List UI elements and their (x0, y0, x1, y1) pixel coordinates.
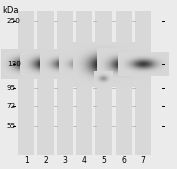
Bar (76, 11, 92, 155)
Bar (95, 11, 112, 155)
Text: 72: 72 (7, 103, 16, 109)
Bar (116, 11, 132, 155)
Text: 130: 130 (7, 61, 21, 67)
Text: 3: 3 (62, 156, 67, 165)
Text: 95: 95 (7, 85, 16, 91)
Bar (37, 11, 54, 155)
Text: 1: 1 (24, 156, 28, 165)
Text: 55: 55 (7, 123, 16, 129)
Bar (135, 11, 151, 155)
Bar (18, 11, 34, 155)
Text: kDa: kDa (2, 6, 19, 15)
Text: 5: 5 (101, 156, 106, 165)
Text: 250: 250 (7, 18, 21, 24)
Text: 2: 2 (43, 156, 48, 165)
Text: 4: 4 (82, 156, 87, 165)
Text: 6: 6 (121, 156, 126, 165)
Bar (57, 11, 73, 155)
Text: 7: 7 (141, 156, 145, 165)
